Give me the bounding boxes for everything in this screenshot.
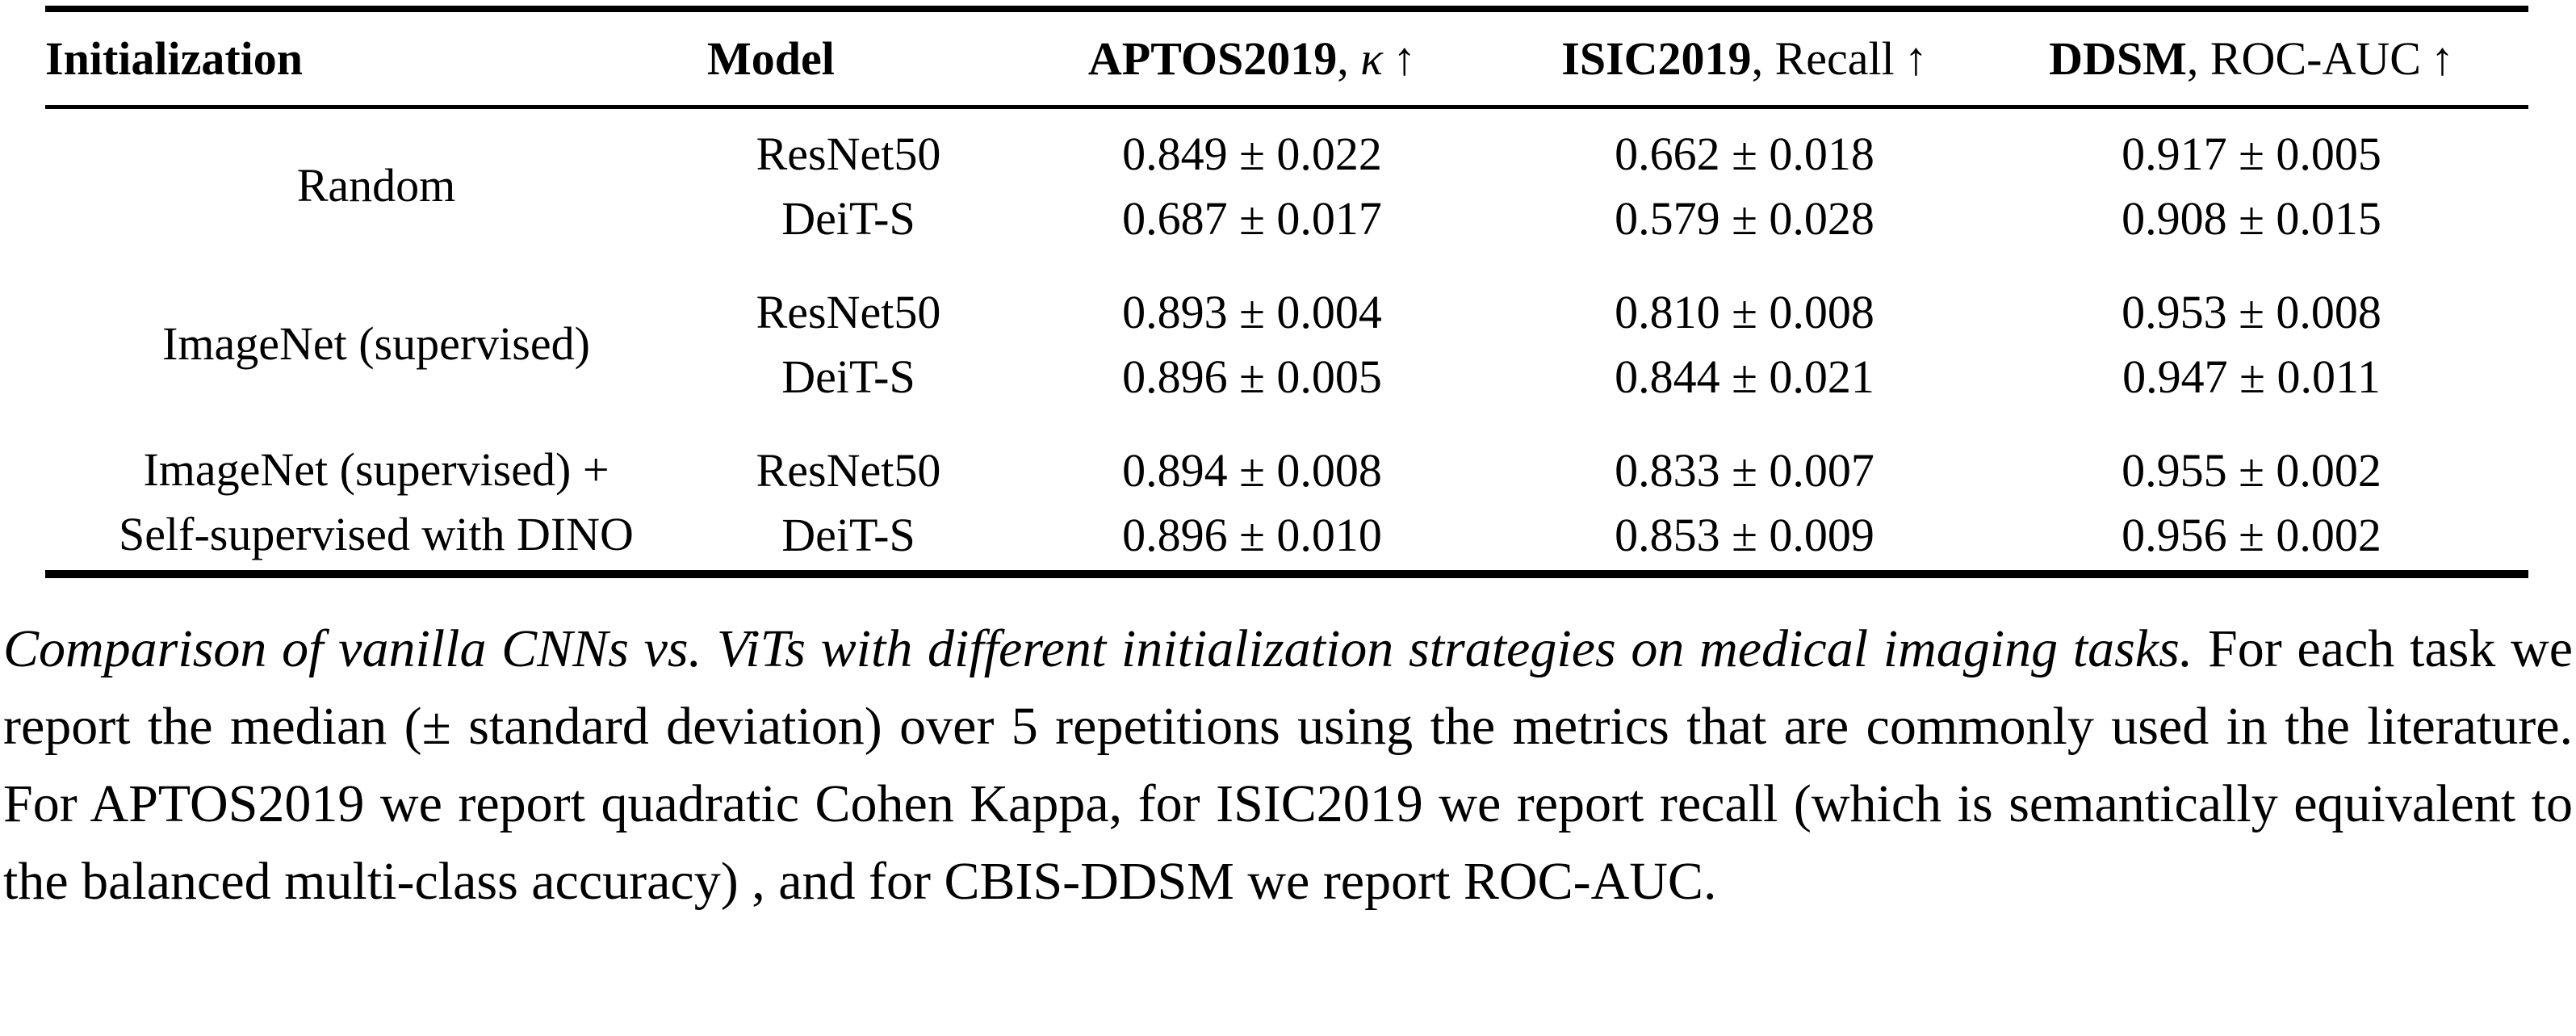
initialization-line: Random [296,159,456,212]
group-spacer [45,107,2528,122]
initialization-cell: Random [45,121,707,250]
value-cell-ddsm: 0.908 ± 0.015 [2122,191,2381,245]
value-cell-isic: 0.662 ± 0.018 [1615,127,1874,180]
model-cell: DeiT-S [781,350,915,403]
up-arrow-icon: ↑ [1393,32,1417,85]
value-cell-aptos: 0.849 ± 0.022 [1122,127,1382,180]
value-cell-isic: 0.853 ± 0.009 [1615,508,1874,561]
metric-name: κ [1360,32,1384,85]
value-cell-aptos: 0.896 ± 0.005 [1122,350,1382,403]
results-table: Initialization Model APTOS2019, κ ↑ ISIC2… [45,6,2528,578]
header-initialization-label: Initialization [45,32,304,85]
value-cell-isic: 0.810 ± 0.008 [1615,285,1874,338]
initialization-cell: ImageNet (supervised) [45,279,707,409]
results-table-wrapper: Initialization Model APTOS2019, κ ↑ ISIC2… [45,6,2528,578]
model-cell: ResNet50 [756,127,941,180]
header-separator: , [2186,32,2210,85]
model-cell: DeiT-S [781,508,915,561]
value-cell-aptos: 0.894 ± 0.008 [1122,443,1382,497]
group-spacer [45,409,2528,438]
table-caption: Comparison of vanilla CNNs vs. ViTs with… [3,610,2573,921]
up-arrow-icon: ↑ [1904,32,1928,85]
initialization-cell: ImageNet (supervised) + Self-supervised … [45,438,707,567]
caption-body: For each task we report the median (± st… [3,619,2573,911]
group-spacer [45,567,2528,574]
model-cell: DeiT-S [781,191,915,245]
value-cell-isic: 0.833 ± 0.007 [1615,443,1874,497]
dataset-name: ISIC2019 [1561,32,1752,85]
table-row: Random ResNet50 0.849 ± 0.022 0.662 ± 0.… [45,121,2528,212]
header-separator: , [1337,32,1361,85]
header-model: Model [707,9,990,109]
metric-name: Recall [1774,32,1895,85]
value-cell-ddsm: 0.947 ± 0.011 [2122,350,2381,403]
value-cell-ddsm: 0.955 ± 0.002 [2122,443,2381,497]
initialization-line: ImageNet (supervised) + [143,443,609,496]
header-ddsm: DDSM, ROC-AUC ↑ [1975,9,2528,109]
header-isic2019: ISIC2019, Recall ↑ [1514,9,1975,109]
value-cell-isic: 0.579 ± 0.028 [1615,191,1874,245]
model-cell: ResNet50 [756,285,941,338]
model-cell: ResNet50 [756,443,941,497]
value-cell-ddsm: 0.956 ± 0.002 [2122,508,2381,561]
group-random: Random ResNet50 0.849 ± 0.022 0.662 ± 0.… [45,107,2528,251]
dataset-name: DDSM [2049,32,2187,85]
group-imagenet-dino: ImageNet (supervised) + Self-supervised … [45,409,2528,574]
value-cell-aptos: 0.896 ± 0.010 [1122,508,1382,561]
value-cell-ddsm: 0.917 ± 0.005 [2122,127,2381,180]
group-imagenet-supervised: ImageNet (supervised) ResNet50 0.893 ± 0… [45,250,2528,409]
table-row: DeiT-S 0.896 ± 0.005 0.844 ± 0.021 0.947… [45,344,2528,409]
table-header: Initialization Model APTOS2019, κ ↑ ISIC2… [45,9,2528,109]
dataset-name: APTOS2019 [1087,32,1338,85]
initialization-line: Self-supervised with DINO [119,508,634,560]
value-cell-isic: 0.844 ± 0.021 [1615,350,1874,403]
group-spacer [45,250,2528,279]
header-aptos2019: APTOS2019, κ ↑ [990,9,1514,109]
header-model-label: Model [707,32,835,85]
value-cell-ddsm: 0.953 ± 0.008 [2122,285,2381,338]
initialization-line: ImageNet (supervised) [162,317,590,370]
table-row: ImageNet (supervised) + Self-supervised … [45,438,2528,560]
metric-name: ROC-AUC [2209,32,2421,85]
header-separator: , [1751,32,1775,85]
table-row: ImageNet (supervised) ResNet50 0.893 ± 0… [45,279,2528,371]
caption-lead-italic: Comparison of vanilla CNNs vs. ViTs with… [3,619,2193,678]
table-row: DeiT-S 0.896 ± 0.010 0.853 ± 0.009 0.956… [45,502,2528,567]
header-initialization: Initialization [45,9,707,109]
up-arrow-icon: ↑ [2430,32,2454,85]
value-cell-aptos: 0.687 ± 0.017 [1122,191,1382,245]
value-cell-aptos: 0.893 ± 0.004 [1122,285,1382,338]
table-row: DeiT-S 0.687 ± 0.017 0.579 ± 0.028 0.908… [45,186,2528,250]
